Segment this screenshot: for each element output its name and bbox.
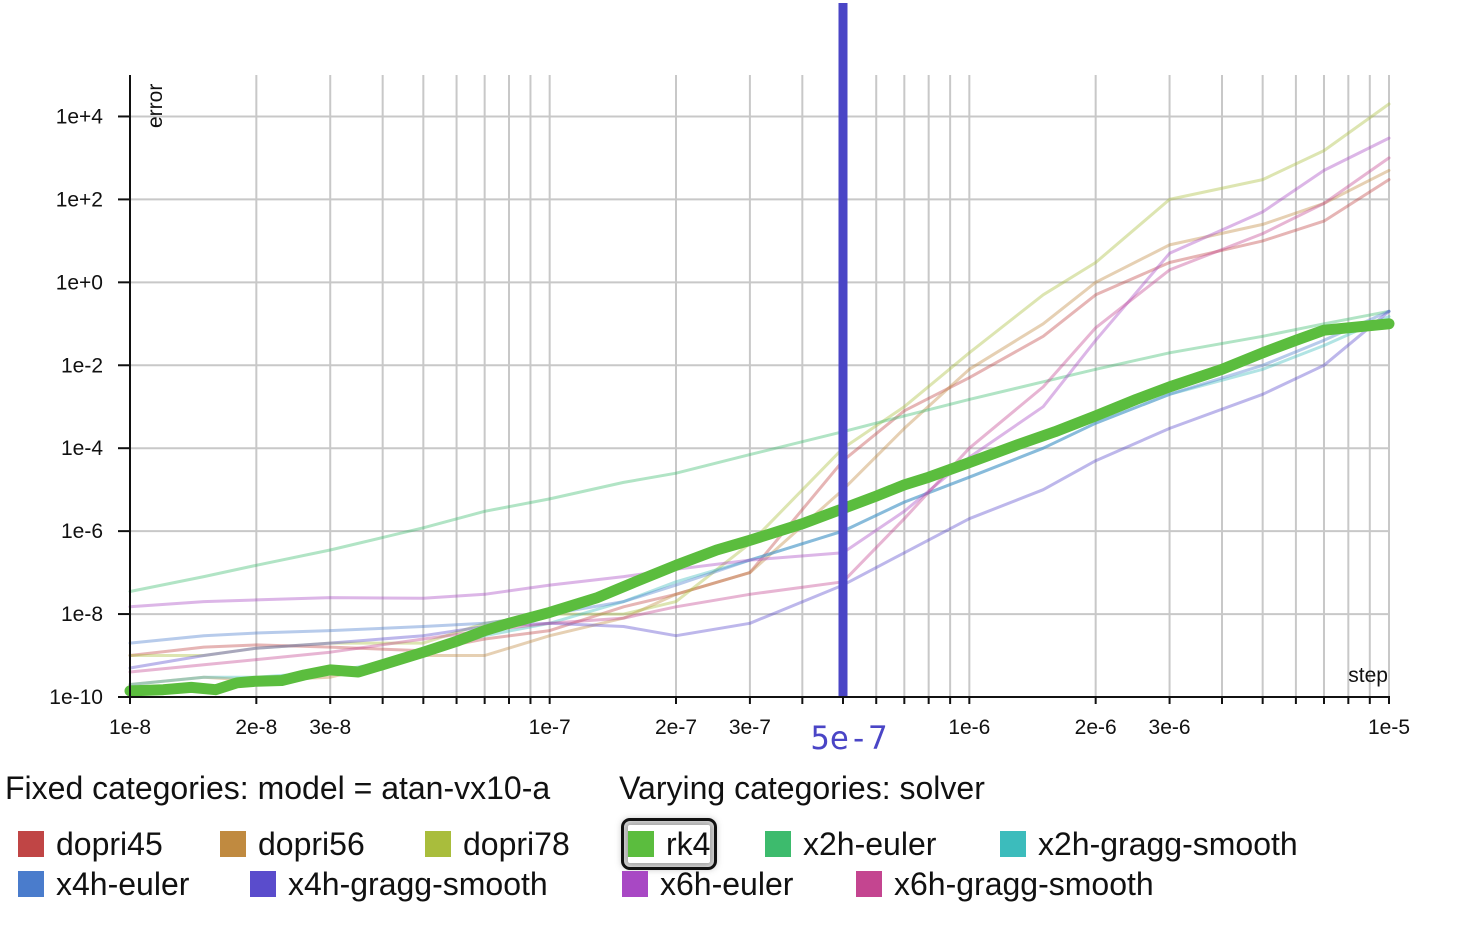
cursor-layer[interactable]: 5e-7	[810, 3, 888, 757]
category-captions: Fixed categories: model = atan-vx10-a Va…	[5, 770, 1045, 807]
x-tick-label: 1e-7	[529, 716, 571, 739]
x-tick-label: 2e-6	[1075, 716, 1117, 739]
legend-swatch	[765, 831, 791, 857]
legend-label: x6h-euler	[660, 865, 794, 902]
legend-item-rk4[interactable]: rk4	[620, 818, 718, 870]
legend-label: x2h-gragg-smooth	[1038, 825, 1298, 862]
legend-label: x4h-gragg-smooth	[288, 865, 548, 902]
axes: 1e-10 1e-8 1e-6 1e-4 1e-2 1e+0 1e+2 1e+4 1e-8 2e-…	[49, 75, 1410, 739]
legend-label: rk4	[666, 825, 711, 862]
legend-item-x2h-euler[interactable]: x2h-euler	[765, 825, 936, 863]
legend-item-x4h-euler[interactable]: x4h-euler	[18, 865, 189, 903]
legend-swatch	[622, 871, 648, 897]
legend-swatch	[18, 871, 44, 897]
y-tick-label: 1e+4	[56, 105, 104, 128]
y-tick-label: 1e-6	[61, 520, 103, 543]
series-line-x4h-euler[interactable]	[128, 309, 1391, 645]
x-tick-label: 3e-6	[1149, 716, 1191, 739]
series-line-rk4[interactable]	[124, 318, 1395, 697]
legend-swatch	[18, 831, 44, 857]
legend-swatch	[220, 831, 246, 857]
legend-label: dopri45	[56, 825, 163, 862]
y-tick-label: 1e-4	[61, 437, 103, 460]
series-line-x2h-euler[interactable]	[128, 309, 1391, 593]
series-line-x4h-gragg-smooth[interactable]	[128, 309, 1391, 670]
series-line-x6h-euler[interactable]	[128, 136, 1391, 609]
series-layer	[124, 102, 1395, 697]
x-tick-label: 2e-8	[235, 716, 277, 739]
legend-label: x4h-euler	[56, 865, 190, 902]
x-tick-label: 3e-7	[729, 716, 771, 739]
legend-swatch	[628, 831, 654, 857]
step-cursor-label: 5e-7	[810, 719, 887, 757]
legend-item-dopri45[interactable]: dopri45	[18, 825, 163, 863]
legend-label: dopri78	[463, 825, 570, 862]
y-tick-label: 1e-2	[61, 354, 103, 377]
x-axis-title: step	[1348, 664, 1388, 687]
x-tick-label: 1e-8	[109, 716, 151, 739]
x-tick-label: 1e-6	[948, 716, 990, 739]
legend-item-x2h-gragg-smooth[interactable]: x2h-gragg-smooth	[1000, 825, 1298, 863]
legend-item-dopri56[interactable]: dopri56	[220, 825, 365, 863]
x-tick-label: 1e-5	[1368, 716, 1410, 739]
y-tick-label: 1e+2	[56, 188, 103, 211]
y-tick-label: 1e+0	[56, 271, 103, 294]
legend-swatch	[425, 831, 451, 857]
series-line-dopri56[interactable]	[128, 168, 1391, 686]
legend-swatch	[1000, 831, 1026, 857]
legend-swatch	[250, 871, 276, 897]
legend-label: x2h-euler	[803, 825, 937, 862]
varying-categories-caption: Varying categories: solver	[619, 770, 985, 806]
x-tick-label: 2e-7	[655, 716, 697, 739]
legend-label: x6h-gragg-smooth	[894, 865, 1154, 902]
legend-item-x6h-gragg-smooth[interactable]: x6h-gragg-smooth	[856, 865, 1154, 903]
y-tick-label: 1e-10	[49, 686, 103, 709]
legend-item-x4h-gragg-smooth[interactable]: x4h-gragg-smooth	[250, 865, 548, 903]
legend-label: dopri56	[258, 825, 365, 862]
series-line-x6h-gragg-smooth[interactable]	[128, 156, 1391, 674]
legend-swatch	[856, 871, 882, 897]
series-line-dopri45[interactable]	[128, 178, 1391, 657]
fixed-categories-caption: Fixed categories: model = atan-vx10-a	[5, 770, 551, 806]
y-axis-title: error	[144, 84, 167, 128]
x-tick-label: 3e-8	[309, 716, 351, 739]
legend-item-x6h-euler[interactable]: x6h-euler	[622, 865, 793, 903]
legend-item-dopri78[interactable]: dopri78	[425, 825, 570, 863]
y-tick-label: 1e-8	[61, 603, 103, 626]
error-vs-step-chart: 5e-7 1e-101e-81e-61e-41e-21e+01e+21e+41e…	[49, 3, 1410, 757]
